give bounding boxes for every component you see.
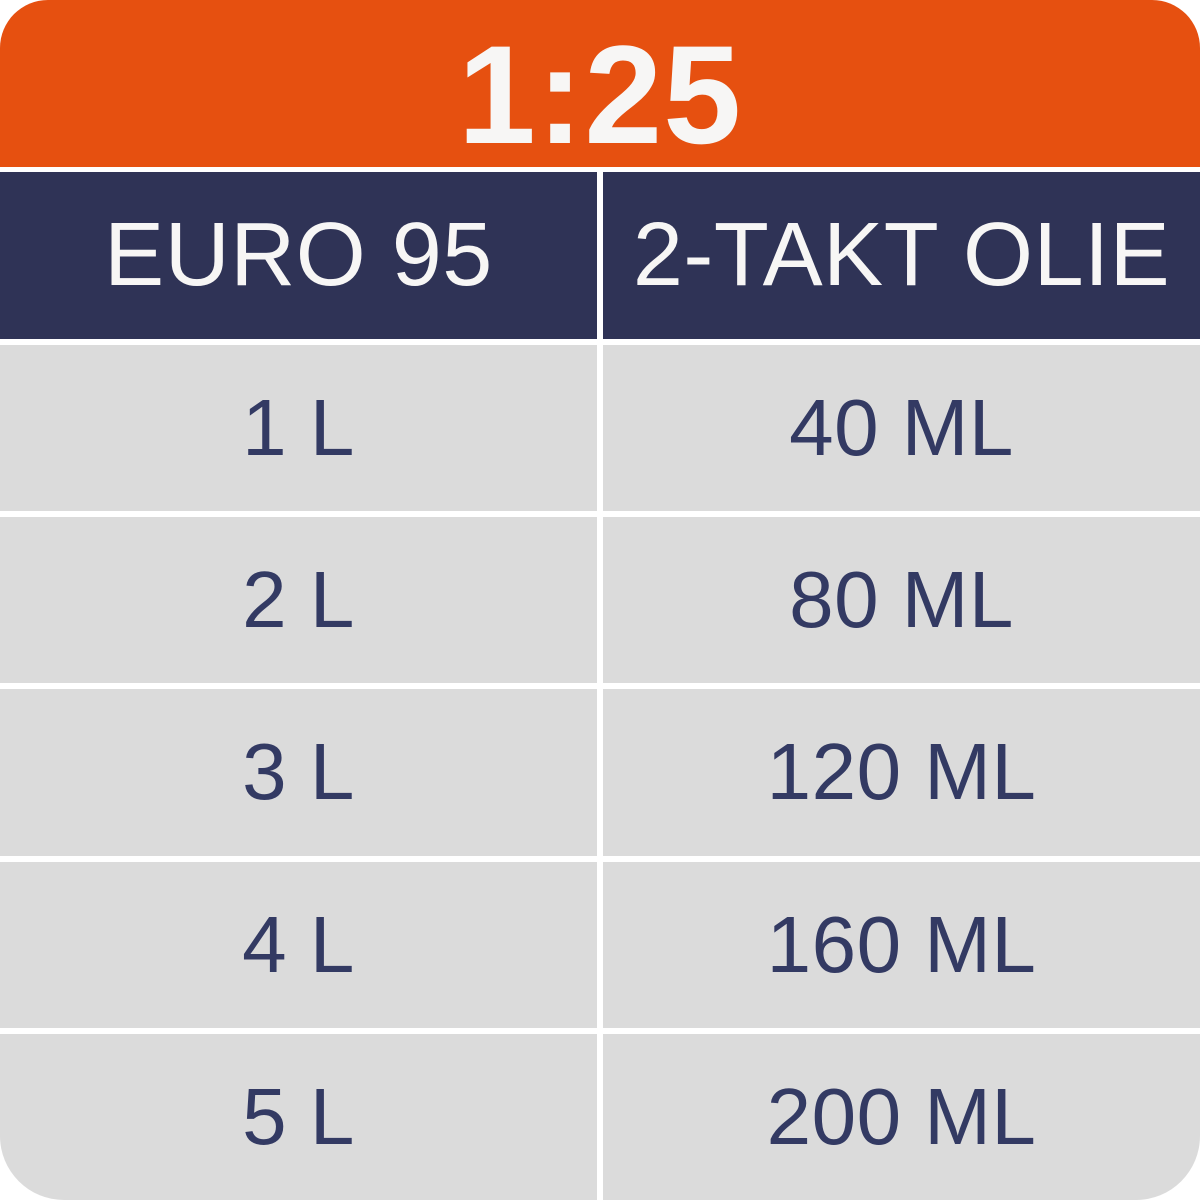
oil-cell-row-4: 160 ML — [603, 861, 1200, 1028]
fuel-cell-row-5: 5 L — [0, 1033, 597, 1200]
fuel-cell-row-4: 4 L — [0, 861, 597, 1028]
mix-ratio-table: EURO 95 2-TAKT OLIE 1 L 40 ML 2 L 80 ML … — [0, 172, 1200, 1200]
column-header-fuel: EURO 95 — [0, 172, 597, 339]
fuel-cell-row-2: 2 L — [0, 517, 597, 684]
ratio-header: 1:25 — [0, 0, 1200, 167]
fuel-cell-row-1: 1 L — [0, 345, 597, 512]
column-header-oil: 2-TAKT OLIE — [603, 172, 1200, 339]
ratio-label: 1:25 — [457, 15, 743, 173]
oil-cell-row-2: 80 ML — [603, 517, 1200, 684]
oil-cell-row-5: 200 ML — [603, 1033, 1200, 1200]
oil-cell-row-3: 120 ML — [603, 689, 1200, 856]
fuel-cell-row-3: 3 L — [0, 689, 597, 856]
oil-cell-row-1: 40 ML — [603, 345, 1200, 512]
